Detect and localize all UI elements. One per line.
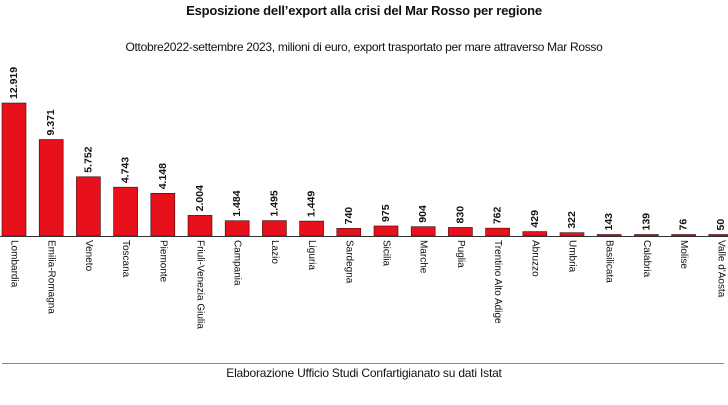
category-label-3: Toscana	[120, 240, 131, 278]
data-label-4: 4.148	[157, 163, 169, 189]
data-label-8: 1.449	[306, 191, 318, 217]
category-label-2: Veneto	[83, 240, 94, 272]
footer-divider	[2, 363, 724, 364]
category-label-18: Molise	[678, 240, 689, 269]
data-label-16: 143	[603, 213, 615, 231]
data-label-19: 50	[715, 219, 727, 231]
data-label-10: 975	[380, 204, 392, 222]
data-label-1: 9.371	[45, 109, 57, 135]
category-label-8: Liguria	[306, 240, 317, 270]
data-label-11: 904	[417, 205, 429, 223]
category-label-7: Lazio	[269, 240, 280, 264]
data-label-15: 322	[566, 211, 578, 229]
category-label-12: Puglia	[455, 240, 466, 268]
category-label-5: Friuli-Venezia Giulia	[195, 240, 206, 329]
data-label-5: 2.004	[194, 185, 206, 211]
bar-11	[410, 226, 436, 237]
bar-3	[113, 186, 138, 237]
category-label-16: Basilicata	[604, 240, 615, 283]
data-label-9: 740	[343, 207, 355, 225]
category-label-13: Trentino Alto Adige	[492, 240, 503, 324]
bar-19	[708, 234, 728, 237]
category-label-4: Piemonte	[157, 240, 168, 283]
category-label-10: Sicilia	[381, 240, 392, 267]
bar-7	[262, 220, 287, 237]
source-note: Elaborazione Ufficio Studi Confartigiana…	[226, 366, 502, 380]
data-label-14: 429	[529, 210, 541, 228]
category-label-17: Calabria	[641, 240, 652, 278]
bar-8	[299, 220, 324, 237]
category-label-15: Umbria	[567, 240, 578, 273]
data-label-2: 5.752	[82, 146, 94, 172]
category-label-14: Abruzzo	[529, 240, 540, 277]
data-label-0: 12.919	[8, 67, 20, 99]
bar-14	[522, 231, 548, 237]
category-label-1: Emilia-Romagna	[46, 240, 57, 314]
bar-18	[671, 234, 696, 237]
data-label-12: 830	[454, 206, 466, 224]
bar-10	[373, 225, 399, 237]
bar-15	[559, 232, 585, 237]
category-label-19: Valle d'Aosta	[715, 240, 726, 298]
bar-1	[38, 139, 64, 237]
category-label-9: Sardegna	[343, 240, 354, 284]
data-label-18: 76	[678, 219, 690, 231]
bar-6	[224, 220, 250, 237]
chart-title: Esposizione dell’export alla crisi del M…	[186, 3, 542, 18]
data-label-17: 139	[640, 213, 652, 231]
chart-subtitle: Ottobre2022-settembre 2023, milioni di e…	[125, 40, 603, 54]
labels-group: 12.919 Lombardia 9.371 Emilia-Romagna 5.752 V…	[8, 67, 727, 330]
bar-16	[596, 234, 622, 237]
category-label-11: Marche	[418, 240, 429, 274]
data-label-6: 1.484	[231, 190, 243, 216]
bar-9	[336, 228, 362, 237]
data-label-13: 762	[492, 206, 504, 224]
bar-13	[485, 227, 510, 237]
bar-17	[634, 234, 659, 237]
bars-group	[1, 102, 728, 237]
data-label-7: 1.495	[268, 190, 280, 216]
data-label-3: 4.743	[120, 157, 132, 183]
bar-2	[76, 176, 101, 237]
bar-4	[150, 192, 176, 237]
category-label-6: Campania	[232, 240, 243, 286]
bar-5	[187, 215, 213, 237]
bar-12	[448, 227, 473, 237]
category-label-0: Lombardia	[9, 240, 20, 288]
bar-0	[1, 102, 27, 237]
